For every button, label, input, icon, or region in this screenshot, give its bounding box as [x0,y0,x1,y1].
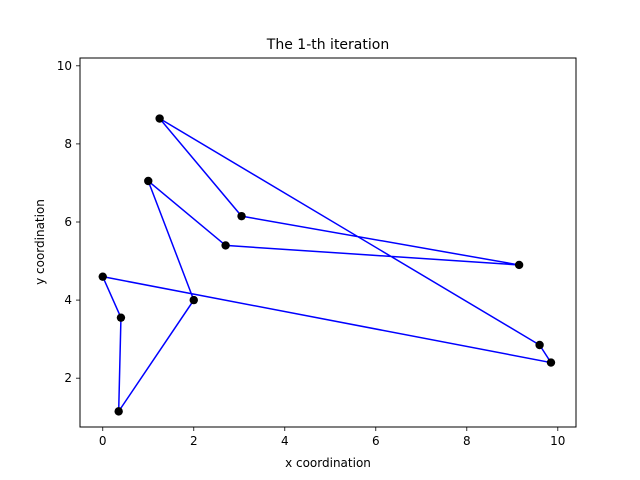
chart-title: The 1-th iteration [266,37,389,53]
city-point [221,241,230,250]
y-axis-ticks: 2 4 6 8 10 [57,59,80,385]
axes-frame [79,57,577,428]
y-axis-label: y coordination [33,199,47,285]
y-tick-label: 6 [64,215,72,229]
x-tick-label: 6 [372,434,380,448]
city-point [98,272,107,281]
city-point [116,313,126,322]
x-tick-label: 0 [99,434,107,448]
city-point [514,260,524,270]
city-point [155,114,164,123]
y-tick-label: 8 [64,137,72,151]
city-point [189,295,198,305]
city-points-group [98,114,556,416]
x-tick-label: 4 [281,434,289,448]
city-point [114,407,123,416]
city-point [144,176,153,186]
city-point [237,211,246,221]
x-tick-label: 10 [550,434,565,448]
x-axis-ticks: 0 2 4 6 8 10 [99,427,565,448]
y-tick-label: 2 [64,371,72,385]
plot-area [80,58,576,427]
y-tick-label: 4 [64,293,72,307]
x-tick-label: 2 [190,434,198,448]
x-tick-label: 8 [463,434,471,448]
y-tick-label: 10 [57,59,72,73]
x-axis-label: x coordination [285,456,371,470]
city-point [535,340,544,350]
city-point [546,358,556,367]
